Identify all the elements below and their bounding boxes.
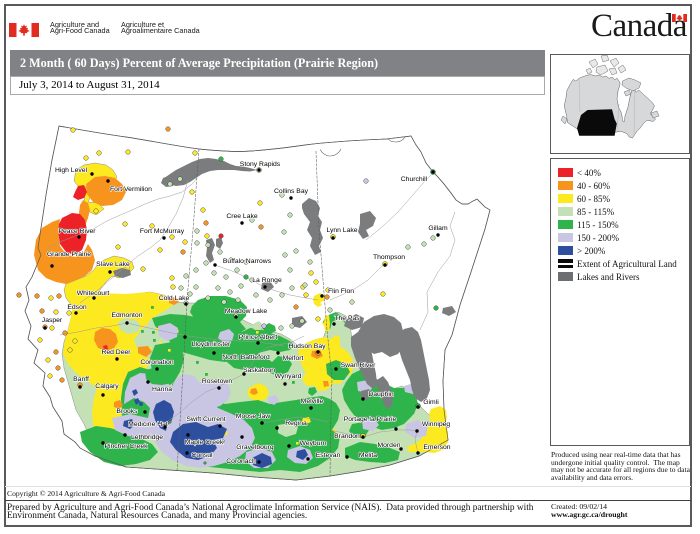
svg-text:Grande Prairie: Grande Prairie — [47, 251, 91, 258]
svg-text:Peace River: Peace River — [58, 228, 96, 235]
svg-text:Slave Lake: Slave Lake — [96, 261, 130, 268]
svg-text:Red Deer: Red Deer — [101, 349, 131, 356]
svg-text:La Ronge: La Ronge — [252, 277, 282, 284]
svg-text:Lynn Lake: Lynn Lake — [326, 227, 357, 234]
svg-text:Portage la Prairie: Portage la Prairie — [344, 416, 397, 423]
svg-text:Dauphin: Dauphin — [368, 391, 394, 398]
svg-text:Melita: Melita — [359, 452, 377, 459]
svg-text:Coronach: Coronach — [226, 458, 256, 465]
svg-text:Flin Flon: Flin Flon — [328, 288, 354, 295]
svg-text:Buffalo Narrows: Buffalo Narrows — [223, 258, 272, 265]
svg-text:Regina: Regina — [285, 420, 307, 427]
svg-text:Thompson: Thompson — [373, 254, 405, 261]
svg-text:Gillam: Gillam — [428, 225, 448, 232]
svg-text:Meadow Lake: Meadow Lake — [225, 308, 268, 315]
svg-text:Hanna: Hanna — [152, 386, 172, 393]
svg-text:Churchill: Churchill — [401, 176, 428, 183]
svg-text:Pincher Creek: Pincher Creek — [104, 443, 148, 450]
svg-text:Coronation: Coronation — [140, 359, 173, 366]
svg-text:Medicine Hat: Medicine Hat — [128, 421, 168, 428]
svg-text:Consul: Consul — [191, 452, 213, 459]
svg-text:Emerson: Emerson — [423, 444, 450, 451]
svg-text:Rosetown: Rosetown — [202, 378, 232, 385]
svg-text:Weyburn: Weyburn — [299, 440, 326, 447]
svg-text:Calgary: Calgary — [95, 383, 119, 390]
svg-text:Whitecourt: Whitecourt — [77, 290, 110, 297]
svg-text:High Level: High Level — [55, 167, 88, 174]
svg-text:Fort McMurray: Fort McMurray — [140, 228, 185, 235]
svg-text:Melfort: Melfort — [283, 355, 304, 362]
svg-text:Lethbridge: Lethbridge — [131, 434, 163, 441]
svg-text:Winnipeg: Winnipeg — [422, 421, 451, 428]
svg-text:Stony Rapids: Stony Rapids — [240, 161, 281, 168]
svg-text:Gravelbourg: Gravelbourg — [236, 444, 274, 451]
svg-text:Gimli: Gimli — [423, 399, 439, 406]
svg-text:Lloydminster: Lloydminster — [192, 341, 231, 348]
svg-text:Maple Creek: Maple Creek — [185, 439, 224, 446]
svg-text:Edson: Edson — [67, 304, 86, 311]
svg-text:Melville: Melville — [301, 398, 324, 405]
svg-text:Hudson Bay: Hudson Bay — [288, 343, 326, 350]
svg-text:Estevan: Estevan — [316, 452, 341, 459]
svg-text:Moose Jaw: Moose Jaw — [236, 413, 270, 420]
svg-text:Fort Vermilion: Fort Vermilion — [110, 186, 152, 193]
svg-text:Collins Bay: Collins Bay — [274, 188, 309, 195]
svg-text:Swan River: Swan River — [341, 362, 376, 369]
svg-text:North Battleford: North Battleford — [222, 354, 270, 361]
svg-text:Brooks: Brooks — [116, 408, 138, 415]
svg-text:Cold Lake: Cold Lake — [159, 295, 190, 302]
svg-text:Banff: Banff — [73, 376, 89, 383]
svg-text:Swift Current: Swift Current — [186, 416, 225, 423]
svg-text:Edmonton: Edmonton — [112, 312, 143, 319]
svg-text:Brandon: Brandon — [334, 433, 360, 440]
svg-text:Morden: Morden — [377, 442, 400, 449]
svg-text:Cree Lake: Cree Lake — [226, 213, 258, 220]
svg-text:The Pas: The Pas — [334, 315, 360, 322]
svg-text:Prince Albert: Prince Albert — [239, 334, 278, 341]
svg-text:Jasper: Jasper — [42, 317, 63, 324]
svg-text:Saskatoon: Saskatoon — [243, 367, 275, 374]
svg-text:Wynyard: Wynyard — [275, 373, 302, 380]
